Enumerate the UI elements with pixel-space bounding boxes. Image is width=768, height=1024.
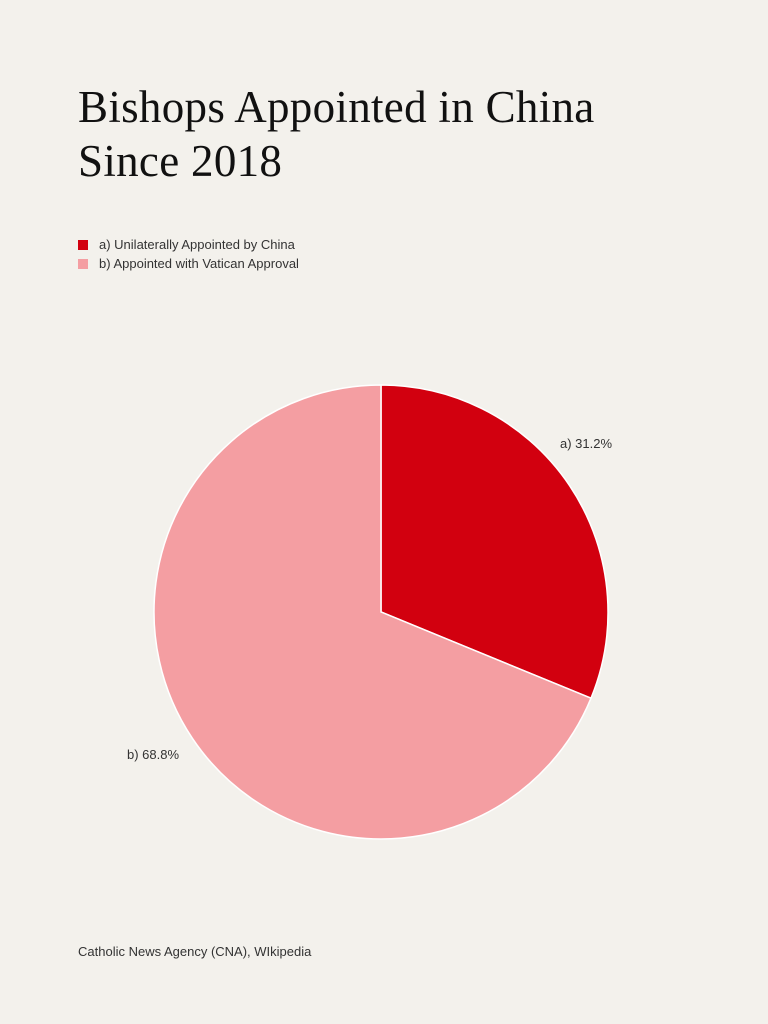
pie-slice-a: [380, 384, 609, 699]
chart-title-line-2: Since 2018: [78, 136, 283, 186]
pie-slice-b: [153, 384, 592, 840]
legend-item-a: a) Unilaterally Appointed by China: [78, 235, 299, 254]
legend-swatch-a: [78, 239, 88, 250]
chart-title-line-1: Bishops Appointed in China: [78, 82, 595, 132]
legend-label-a: a) Unilaterally Appointed by China: [99, 237, 295, 252]
legend: a) Unilaterally Appointed by China b) Ap…: [78, 235, 299, 273]
legend-swatch-b: [78, 258, 88, 269]
chart-title: Bishops Appointed in China Since 2018: [78, 80, 718, 188]
pie-slices: [153, 384, 609, 840]
source-note: Catholic News Agency (CNA), WIkipedia: [78, 944, 312, 959]
slice-label-a: a) 31.2%: [560, 436, 612, 451]
legend-label-b: b) Appointed with Vatican Approval: [99, 256, 299, 271]
slice-label-b: b) 68.8%: [127, 747, 179, 762]
legend-item-b: b) Appointed with Vatican Approval: [78, 254, 299, 273]
